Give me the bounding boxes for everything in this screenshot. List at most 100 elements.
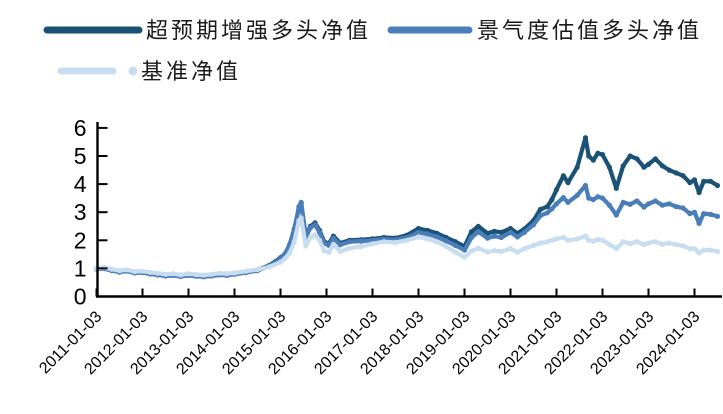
data-point-marker bbox=[162, 271, 169, 277]
data-point-marker bbox=[307, 234, 313, 241]
data-point-marker bbox=[549, 237, 555, 243]
data-point-marker bbox=[606, 241, 613, 248]
data-point-marker bbox=[201, 272, 207, 278]
surprise-enhanced-long-nav-line bbox=[94, 135, 720, 279]
data-point-marker bbox=[691, 209, 698, 215]
data-point-marker bbox=[687, 211, 693, 217]
data-point-marker bbox=[491, 228, 497, 234]
data-point-marker bbox=[645, 161, 652, 167]
legend-label-benchmark: 基准净值 bbox=[141, 60, 241, 85]
data-point-marker bbox=[590, 238, 596, 244]
data-point-marker bbox=[193, 272, 199, 278]
data-point-marker bbox=[434, 234, 440, 240]
data-point-marker bbox=[645, 240, 652, 246]
data-point-marker bbox=[415, 234, 422, 240]
data-point-marker bbox=[307, 225, 313, 231]
data-point-marker bbox=[178, 272, 184, 278]
y-tick-label: 0 bbox=[74, 284, 87, 310]
y-tick-label: 5 bbox=[74, 143, 87, 169]
data-point-marker bbox=[565, 237, 571, 243]
data-point-marker bbox=[590, 157, 596, 163]
data-point-marker bbox=[574, 236, 580, 242]
data-point-marker bbox=[537, 206, 544, 212]
data-point-marker bbox=[231, 270, 238, 276]
data-point-marker bbox=[537, 240, 544, 246]
data-point-marker bbox=[599, 195, 606, 201]
data-point-marker bbox=[560, 173, 567, 179]
data-point-marker bbox=[452, 242, 458, 248]
data-point-marker bbox=[326, 249, 332, 255]
data-point-marker bbox=[582, 135, 589, 141]
data-point-marker bbox=[507, 225, 514, 232]
data-point-marker bbox=[330, 235, 336, 241]
data-point-marker bbox=[634, 239, 640, 245]
data-point-marker bbox=[514, 249, 521, 255]
data-point-marker bbox=[468, 248, 474, 254]
data-point-marker bbox=[298, 215, 304, 221]
data-point-marker bbox=[645, 201, 652, 207]
data-point-marker bbox=[680, 173, 686, 179]
data-point-marker bbox=[468, 234, 474, 241]
data-point-marker bbox=[291, 239, 297, 245]
data-point-marker bbox=[641, 164, 647, 170]
data-point-marker bbox=[613, 212, 619, 218]
data-point-marker bbox=[109, 266, 115, 272]
data-point-marker bbox=[652, 239, 659, 245]
data-point-marker bbox=[595, 150, 601, 156]
data-point-marker bbox=[155, 270, 161, 276]
data-point-marker bbox=[434, 239, 440, 245]
data-point-marker bbox=[641, 204, 647, 210]
data-point-marker bbox=[425, 231, 431, 237]
data-point-marker bbox=[287, 250, 293, 256]
data-point-marker bbox=[337, 248, 343, 255]
data-point-marker bbox=[606, 164, 613, 170]
data-point-marker bbox=[708, 247, 714, 253]
data-point-marker bbox=[666, 167, 672, 173]
data-point-marker bbox=[243, 268, 249, 274]
data-point-marker bbox=[560, 234, 567, 241]
data-point-marker bbox=[595, 236, 601, 243]
y-tick-label: 1 bbox=[74, 255, 87, 281]
data-point-marker bbox=[544, 204, 550, 210]
data-point-marker bbox=[415, 229, 422, 235]
data-point-marker bbox=[224, 271, 230, 277]
data-point-marker bbox=[392, 239, 399, 246]
data-point-marker bbox=[147, 269, 153, 275]
data-point-marker bbox=[491, 248, 497, 254]
data-point-marker bbox=[613, 185, 619, 191]
data-point-marker bbox=[565, 199, 571, 205]
data-point-marker bbox=[507, 229, 514, 235]
data-point-marker bbox=[277, 259, 284, 265]
data-point-marker bbox=[303, 243, 309, 249]
data-point-marker bbox=[498, 248, 504, 255]
data-point-marker bbox=[620, 239, 626, 245]
legend-label-surprise-enhanced: 超预期增强多头净值 bbox=[146, 19, 371, 44]
data-point-marker bbox=[369, 241, 376, 247]
data-point-marker bbox=[537, 213, 544, 219]
benchmark-nav-line bbox=[94, 215, 720, 278]
data-point-marker bbox=[317, 229, 323, 235]
data-point-marker bbox=[443, 238, 449, 244]
data-point-marker bbox=[475, 245, 481, 251]
data-point-marker bbox=[139, 268, 146, 274]
data-point-marker bbox=[595, 194, 601, 200]
data-point-marker bbox=[586, 195, 592, 201]
data-point-marker bbox=[498, 229, 504, 235]
data-point-marker bbox=[216, 270, 222, 276]
data-point-marker bbox=[553, 201, 560, 207]
data-point-marker bbox=[358, 238, 364, 244]
data-point-marker bbox=[337, 242, 343, 248]
data-point-marker bbox=[553, 187, 560, 193]
data-point-marker bbox=[530, 242, 537, 248]
data-point-marker bbox=[701, 247, 707, 253]
data-point-marker bbox=[680, 205, 686, 211]
y-tick-label: 6 bbox=[74, 115, 87, 141]
data-point-marker bbox=[696, 220, 702, 226]
data-point-marker bbox=[553, 236, 560, 242]
data-point-marker bbox=[415, 225, 422, 232]
data-point-marker bbox=[254, 266, 261, 273]
data-point-marker bbox=[312, 232, 318, 238]
data-point-marker bbox=[574, 164, 580, 170]
data-point-marker bbox=[491, 233, 497, 239]
chart-legend: 超预期增强多头净值 景气度估值多头净值 基准净值 bbox=[43, 19, 699, 85]
